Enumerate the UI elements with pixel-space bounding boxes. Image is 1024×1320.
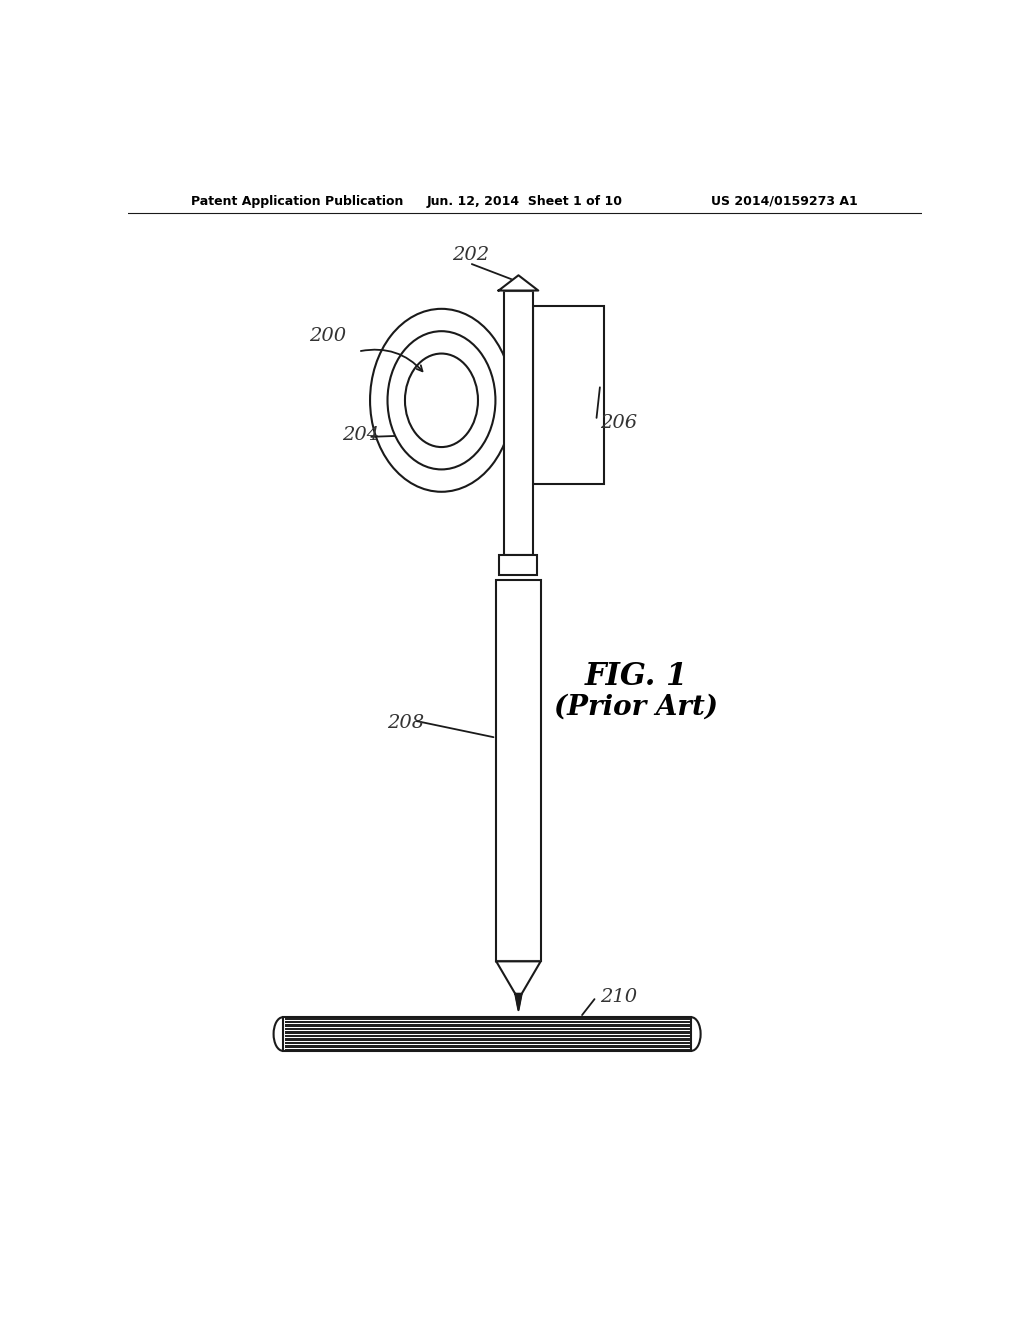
Polygon shape bbox=[499, 276, 539, 290]
Text: (Prior Art): (Prior Art) bbox=[554, 694, 718, 721]
Text: 202: 202 bbox=[452, 246, 488, 264]
Bar bbox=[497, 581, 541, 961]
Bar bbox=[500, 554, 538, 576]
Text: 206: 206 bbox=[600, 413, 637, 432]
Bar bbox=[504, 290, 532, 554]
Bar bbox=[532, 306, 604, 483]
Text: Jun. 12, 2014  Sheet 1 of 10: Jun. 12, 2014 Sheet 1 of 10 bbox=[427, 194, 623, 207]
Text: 210: 210 bbox=[600, 987, 637, 1006]
Text: 208: 208 bbox=[387, 714, 425, 731]
Text: FIG. 1: FIG. 1 bbox=[585, 661, 687, 692]
Polygon shape bbox=[497, 961, 541, 994]
Text: 200: 200 bbox=[309, 327, 346, 346]
Bar bbox=[283, 1018, 691, 1051]
Text: Patent Application Publication: Patent Application Publication bbox=[191, 194, 403, 207]
Text: 204: 204 bbox=[342, 426, 380, 444]
Text: US 2014/0159273 A1: US 2014/0159273 A1 bbox=[712, 194, 858, 207]
Polygon shape bbox=[515, 994, 521, 1010]
